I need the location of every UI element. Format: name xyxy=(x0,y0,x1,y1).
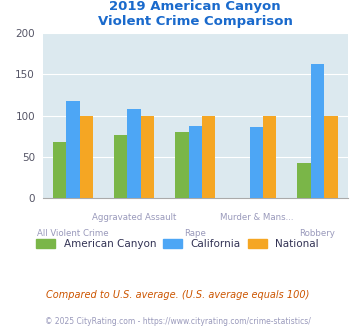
Bar xyxy=(114,135,127,198)
Bar xyxy=(250,127,263,198)
Text: Rape: Rape xyxy=(184,229,206,238)
Title: 2019 American Canyon
Violent Crime Comparison: 2019 American Canyon Violent Crime Compa… xyxy=(98,0,293,28)
Bar xyxy=(175,132,189,198)
Bar xyxy=(189,126,202,198)
Bar xyxy=(324,115,338,198)
Bar xyxy=(127,109,141,198)
Bar xyxy=(66,102,80,198)
Bar xyxy=(297,163,311,198)
Text: © 2025 CityRating.com - https://www.cityrating.com/crime-statistics/: © 2025 CityRating.com - https://www.city… xyxy=(45,317,310,326)
Bar xyxy=(80,115,93,198)
Text: Murder & Mans...: Murder & Mans... xyxy=(219,213,293,222)
Text: Compared to U.S. average. (U.S. average equals 100): Compared to U.S. average. (U.S. average … xyxy=(46,290,309,300)
Bar xyxy=(141,115,154,198)
Bar xyxy=(53,142,66,198)
Text: Aggravated Assault: Aggravated Assault xyxy=(92,213,176,222)
Legend: American Canyon, California, National: American Canyon, California, National xyxy=(37,239,318,249)
Bar xyxy=(202,115,215,198)
Text: Robbery: Robbery xyxy=(299,229,335,238)
Bar xyxy=(263,115,277,198)
Bar xyxy=(311,64,324,198)
Text: All Violent Crime: All Violent Crime xyxy=(37,229,109,238)
